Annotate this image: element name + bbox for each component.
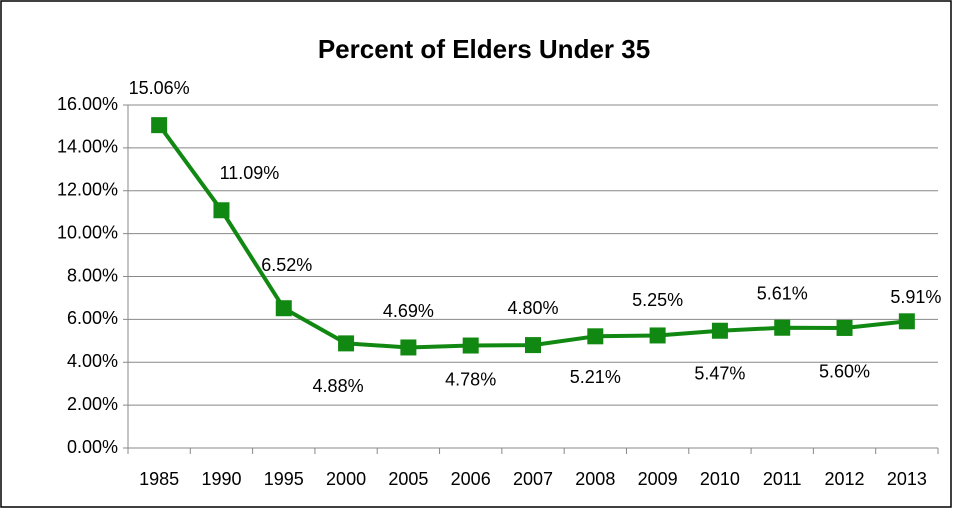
marker bbox=[338, 335, 355, 352]
marker bbox=[462, 337, 479, 354]
marker bbox=[711, 322, 728, 339]
x-tick-label: 2005 bbox=[388, 469, 428, 489]
chart-title: Percent of Elders Under 35 bbox=[318, 34, 650, 64]
data-label: 5.61% bbox=[757, 283, 808, 303]
marker bbox=[525, 337, 541, 354]
data-label: 15.06% bbox=[129, 78, 190, 98]
y-tick-label: 10.00% bbox=[57, 222, 118, 242]
marker bbox=[151, 117, 168, 134]
x-tick-label: 2000 bbox=[326, 469, 366, 489]
data-label: 5.25% bbox=[632, 290, 683, 310]
data-label: 6.52% bbox=[261, 255, 312, 275]
data-label: 5.47% bbox=[694, 363, 745, 383]
marker bbox=[774, 319, 791, 336]
marker bbox=[400, 339, 417, 356]
x-tick-label: 1990 bbox=[201, 469, 241, 489]
marker bbox=[587, 328, 604, 345]
x-tick-label: 1985 bbox=[139, 469, 179, 489]
y-tick-label: 12.00% bbox=[57, 180, 118, 200]
data-label: 4.88% bbox=[313, 376, 364, 396]
marker bbox=[898, 313, 915, 330]
y-tick-label: 6.00% bbox=[67, 308, 118, 328]
marker bbox=[649, 327, 666, 344]
data-label: 11.09% bbox=[220, 163, 280, 183]
x-tick-label: 2010 bbox=[700, 469, 740, 489]
marker bbox=[836, 319, 853, 336]
x-tick-label: 2006 bbox=[451, 469, 491, 489]
data-label: 4.78% bbox=[445, 369, 496, 389]
y-tick-label: 2.00% bbox=[67, 394, 118, 414]
x-tick-label: 2012 bbox=[825, 469, 865, 489]
x-tick-label: 2007 bbox=[513, 469, 553, 489]
data-label: 5.21% bbox=[570, 367, 621, 387]
data-label: 4.69% bbox=[383, 301, 434, 321]
data-label: 5.60% bbox=[819, 362, 870, 382]
y-tick-label: 16.00% bbox=[57, 94, 118, 114]
y-tick-label: 8.00% bbox=[67, 265, 118, 285]
marker bbox=[213, 202, 230, 219]
x-tick-label: 2013 bbox=[887, 469, 927, 489]
y-tick-label: 14.00% bbox=[57, 137, 118, 157]
marker bbox=[275, 300, 292, 317]
x-tick-label: 2009 bbox=[638, 469, 678, 489]
x-tick-label: 1995 bbox=[264, 469, 304, 489]
x-tick-label: 2011 bbox=[763, 469, 802, 489]
y-tick-label: 0.00% bbox=[67, 437, 118, 457]
data-label: 5.91% bbox=[890, 287, 941, 307]
y-tick-label: 4.00% bbox=[67, 351, 118, 371]
x-tick-label: 2008 bbox=[575, 469, 615, 489]
data-label: 4.80% bbox=[507, 298, 558, 318]
